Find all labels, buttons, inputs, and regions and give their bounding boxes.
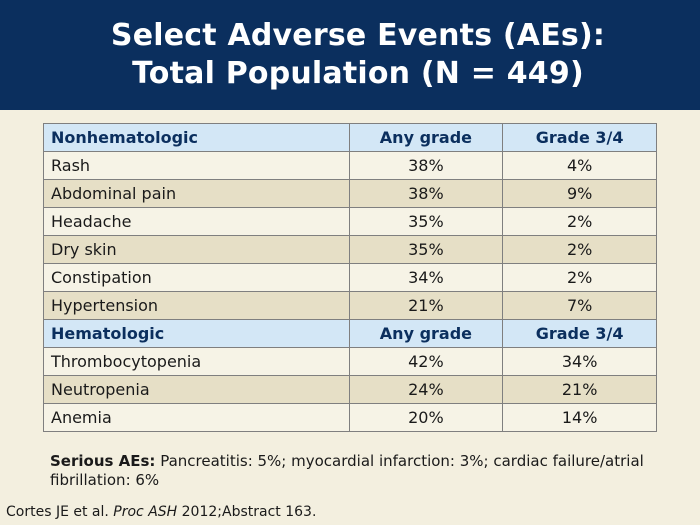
section-label: Nonhematologic bbox=[43, 123, 350, 152]
event-name: Dry skin bbox=[43, 235, 350, 264]
event-name: Constipation bbox=[43, 263, 350, 292]
section-header-hematologic: Hematologic Any grade Grade 3/4 bbox=[43, 319, 657, 348]
citation-authors: Cortes JE et al. bbox=[6, 504, 114, 520]
any-grade-value: 20% bbox=[348, 403, 504, 432]
serious-aes-note: Serious AEs: Pancreatitis: 5%; myocardia… bbox=[50, 452, 650, 490]
citation-journal: Proc ASH bbox=[113, 504, 178, 520]
slide-title-line-2: Total Population (N = 449) bbox=[132, 56, 584, 91]
grade-3-4-value: 21% bbox=[502, 375, 657, 404]
any-grade-value: 35% bbox=[348, 235, 504, 264]
table-row: Rash 38% 4% bbox=[43, 151, 657, 180]
table-row: Abdominal pain 38% 9% bbox=[43, 179, 657, 208]
grade-3-4-value: 4% bbox=[502, 151, 657, 180]
citation-details: 2012;Abstract 163. bbox=[177, 504, 317, 520]
column-header-any-grade: Any grade bbox=[348, 123, 504, 152]
grade-3-4-value: 34% bbox=[502, 347, 657, 376]
citation: Cortes JE et al. Proc ASH 2012;Abstract … bbox=[6, 504, 316, 520]
grade-3-4-value: 2% bbox=[502, 235, 657, 264]
grade-3-4-value: 2% bbox=[502, 263, 657, 292]
table-row: Hypertension 21% 7% bbox=[43, 291, 657, 320]
section-header-nonhematologic: Nonhematologic Any grade Grade 3/4 bbox=[43, 123, 657, 152]
grade-3-4-value: 2% bbox=[502, 207, 657, 236]
any-grade-value: 21% bbox=[348, 291, 504, 320]
adverse-events-table: Nonhematologic Any grade Grade 3/4 Rash … bbox=[43, 123, 657, 432]
table-row: Dry skin 35% 2% bbox=[43, 235, 657, 264]
slide-title-line-1: Select Adverse Events (AEs): bbox=[110, 18, 606, 53]
any-grade-value: 34% bbox=[348, 263, 504, 292]
event-name: Rash bbox=[43, 151, 350, 180]
table-row: Constipation 34% 2% bbox=[43, 263, 657, 292]
table-row: Anemia 20% 14% bbox=[43, 403, 657, 432]
any-grade-value: 38% bbox=[348, 151, 504, 180]
serious-aes-label: Serious AEs: bbox=[50, 452, 156, 470]
table-row: Headache 35% 2% bbox=[43, 207, 657, 236]
serious-aes-text: Pancreatitis: 5%; myocardial infarction:… bbox=[50, 452, 644, 489]
table-row: Thrombocytopenia 42% 34% bbox=[43, 347, 657, 376]
column-header-grade-3-4: Grade 3/4 bbox=[502, 123, 657, 152]
event-name: Anemia bbox=[43, 403, 350, 432]
any-grade-value: 42% bbox=[348, 347, 504, 376]
title-banner: Select Adverse Events (AEs): Total Popul… bbox=[0, 0, 700, 110]
event-name: Hypertension bbox=[43, 291, 350, 320]
any-grade-value: 24% bbox=[348, 375, 504, 404]
event-name: Abdominal pain bbox=[43, 179, 350, 208]
grade-3-4-value: 9% bbox=[502, 179, 657, 208]
any-grade-value: 38% bbox=[348, 179, 504, 208]
event-name: Thrombocytopenia bbox=[43, 347, 350, 376]
any-grade-value: 35% bbox=[348, 207, 504, 236]
column-header-any-grade: Any grade bbox=[348, 319, 504, 348]
event-name: Headache bbox=[43, 207, 350, 236]
grade-3-4-value: 14% bbox=[502, 403, 657, 432]
grade-3-4-value: 7% bbox=[502, 291, 657, 320]
column-header-grade-3-4: Grade 3/4 bbox=[502, 319, 657, 348]
table-row: Neutropenia 24% 21% bbox=[43, 375, 657, 404]
event-name: Neutropenia bbox=[43, 375, 350, 404]
slide-title: Select Adverse Events (AEs): Total Popul… bbox=[111, 17, 605, 93]
section-label: Hematologic bbox=[43, 319, 350, 348]
